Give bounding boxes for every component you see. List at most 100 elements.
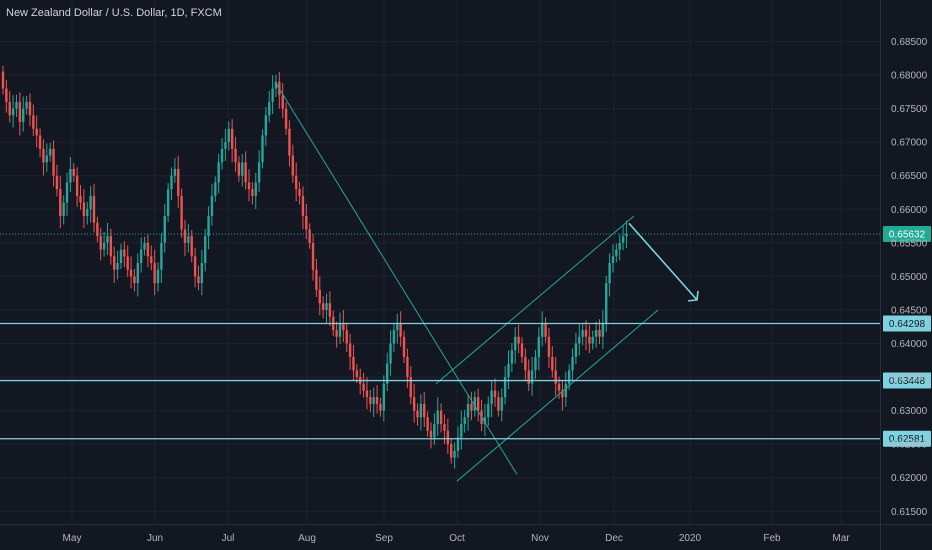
candle-body xyxy=(18,101,22,123)
candle-body xyxy=(524,356,527,371)
candle-body xyxy=(113,256,116,270)
candle-body xyxy=(5,88,8,102)
candle-body xyxy=(328,303,332,317)
x-tick-label: Jun xyxy=(147,533,163,544)
last-price-tag xyxy=(883,225,931,242)
candle-body xyxy=(436,410,439,425)
candle-body xyxy=(514,336,517,351)
candle-body xyxy=(578,336,581,344)
candle-body xyxy=(460,424,463,438)
candle-body xyxy=(423,403,426,418)
candle-body xyxy=(466,403,470,418)
y-tick-label: 0.68000 xyxy=(891,71,928,82)
candle-body xyxy=(75,175,79,196)
trend-line xyxy=(274,81,518,475)
candle-body xyxy=(109,236,113,257)
candle-body xyxy=(500,397,503,411)
candle-body xyxy=(82,202,86,216)
x-tick-label: 2020 xyxy=(679,533,702,544)
candle-body xyxy=(450,444,453,458)
candle-body xyxy=(156,269,160,284)
candle-body xyxy=(402,336,406,357)
candle-body xyxy=(561,390,564,398)
candle-body xyxy=(564,383,567,398)
y-tick-label: 0.64500 xyxy=(891,305,928,316)
candle-body xyxy=(382,383,386,411)
candle-body xyxy=(133,276,136,284)
candle-body xyxy=(551,356,554,371)
candle-body xyxy=(261,135,264,163)
candle-body xyxy=(584,330,588,337)
candle-body xyxy=(241,162,244,176)
candle-body xyxy=(325,303,328,310)
candle-body xyxy=(362,383,365,391)
candle-body xyxy=(301,195,305,216)
candle-body xyxy=(45,155,49,163)
candle-body xyxy=(510,350,514,364)
candle-body xyxy=(348,343,352,357)
candle-body xyxy=(345,330,348,344)
candle-body xyxy=(321,303,325,310)
candle-body xyxy=(375,397,379,404)
candle-body xyxy=(274,81,278,89)
candle-body xyxy=(342,323,345,331)
candle-body xyxy=(284,108,288,129)
candle-body xyxy=(183,229,187,243)
candle-body xyxy=(338,323,342,337)
candle-body xyxy=(365,390,369,398)
candle-body xyxy=(392,330,396,344)
candle-body xyxy=(251,189,254,196)
candle-body xyxy=(315,269,318,290)
candle-body xyxy=(244,162,247,183)
candle-body xyxy=(493,390,497,398)
candle-body xyxy=(335,330,338,337)
candle-body xyxy=(288,128,291,156)
candle-body xyxy=(483,417,487,425)
level-3-label: 0.62581 xyxy=(889,434,926,445)
x-tick-label: Sep xyxy=(375,533,393,544)
x-tick-label: Aug xyxy=(298,533,316,544)
candle-body xyxy=(247,182,251,190)
candle-body xyxy=(473,397,476,411)
candle-body xyxy=(86,209,89,216)
candle-body xyxy=(180,195,183,230)
candle-body xyxy=(92,195,96,223)
candle-body xyxy=(59,189,62,216)
candle-body xyxy=(605,283,608,324)
candle-body xyxy=(419,403,423,418)
candle-body xyxy=(594,330,598,337)
candle-body xyxy=(453,450,456,458)
candle-body xyxy=(106,236,109,243)
candle-body xyxy=(547,336,551,357)
candle-body xyxy=(146,242,150,257)
candle-body xyxy=(574,343,578,357)
level-1-tag xyxy=(883,315,931,332)
candle-body xyxy=(369,397,372,404)
candle-body xyxy=(1,71,5,89)
candle-body xyxy=(204,236,207,263)
level-3-tag xyxy=(883,430,931,447)
candle-body xyxy=(487,403,490,418)
candle-body xyxy=(48,148,52,156)
candle-body xyxy=(123,249,126,257)
candle-body xyxy=(257,162,261,183)
drawings xyxy=(274,81,699,482)
x-tick-label: Feb xyxy=(763,533,781,544)
candle-body xyxy=(355,370,359,378)
y-tick-label: 0.63500 xyxy=(891,373,928,384)
candle-body xyxy=(463,417,466,425)
candle-body xyxy=(439,410,443,425)
last-price-label: 0.65632 xyxy=(889,229,926,240)
y-tick-label: 0.64000 xyxy=(891,339,928,350)
candle-body xyxy=(567,370,571,384)
candle-body xyxy=(170,175,173,190)
candle-body xyxy=(621,236,625,243)
candle-body xyxy=(406,356,409,378)
candle-body xyxy=(126,256,129,270)
candle-body xyxy=(298,189,301,196)
candle-body xyxy=(527,370,530,384)
candle-body xyxy=(220,148,224,163)
